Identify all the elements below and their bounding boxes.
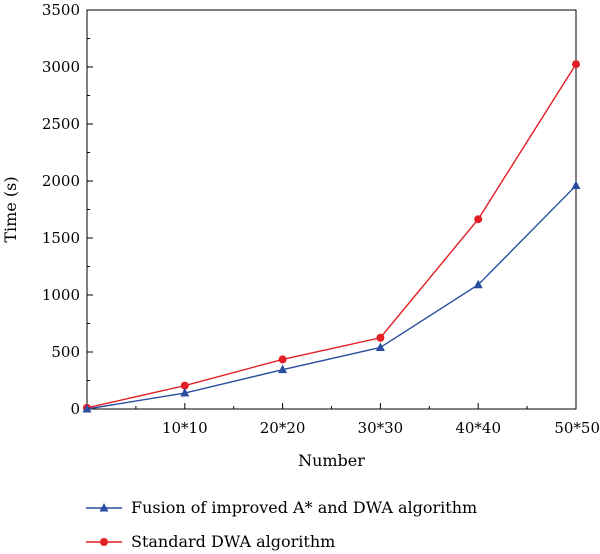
data-point-circle [572, 60, 580, 69]
legend-label: Standard DWA algorithm [131, 532, 335, 551]
x-tick-label: 30*30 [358, 419, 404, 437]
data-point-triangle [180, 388, 190, 397]
x-axis: 10*10 20*20 30*30 40*40 50*50 [86, 403, 600, 437]
data-point-circle [180, 381, 189, 390]
series-line [86, 185, 577, 410]
y-tick-label: 3000 [42, 58, 80, 76]
series-fusion-improved-a-star-dwa [82, 180, 581, 413]
data-point-circle [278, 355, 287, 364]
data-point-triangle [82, 404, 92, 413]
data-point-triangle [571, 180, 581, 190]
series-layer [82, 60, 581, 413]
plot-area: 0 500 1000 1500 2000 2500 3000 3500 10*10 20*20 3… [42, 1, 600, 437]
y-axis: 0 500 1000 1500 2000 2500 3000 3500 [42, 1, 93, 418]
legend-label: Fusion of improved A* and DWA algorithm [131, 498, 477, 517]
y-axis-title: Time (s) [1, 176, 20, 242]
y-tick-label: 2500 [42, 115, 80, 133]
series-line [86, 63, 577, 409]
y-tick-label: 500 [51, 343, 80, 361]
x-tick-label: 40*40 [455, 419, 501, 437]
data-point-triangle [278, 364, 288, 374]
y-tick-label: 0 [70, 400, 80, 418]
data-point-triangle [375, 342, 385, 351]
y-tick-label: 2000 [42, 172, 80, 190]
data-point-circle [474, 215, 483, 224]
legend: Fusion of improved A* and DWA algorithm S… [86, 498, 477, 551]
data-point-triangle [99, 503, 109, 512]
x-tick-label: 10*10 [162, 419, 208, 437]
x-tick-label: 20*20 [260, 419, 306, 437]
x-tick-label: 50*50 [554, 419, 600, 437]
y-tick-label: 1000 [42, 286, 80, 304]
y-tick-label: 1500 [42, 229, 80, 247]
legend-item: Standard DWA algorithm [86, 532, 335, 551]
y-tick-label: 3500 [42, 1, 80, 19]
x-axis-title: Number [298, 451, 365, 470]
legend-item: Fusion of improved A* and DWA algorithm [86, 498, 477, 517]
data-point-triangle [473, 279, 483, 289]
data-point-circle [376, 333, 385, 342]
data-point-circle [100, 538, 108, 546]
